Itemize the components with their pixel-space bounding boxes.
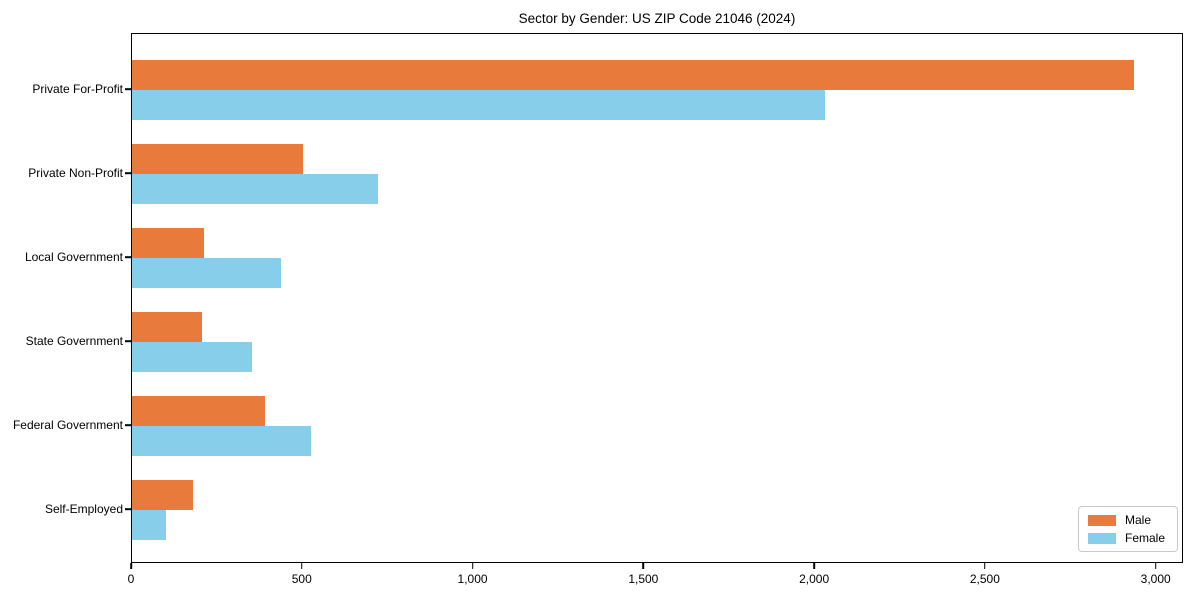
bar-female-self-employed <box>132 510 167 540</box>
xtick-mark <box>130 563 132 569</box>
bar-female-local-government <box>132 258 281 288</box>
ytick-label-state-government: State Government <box>25 334 123 348</box>
xtick-label-2-000: 2,000 <box>799 572 830 586</box>
bar-male-local-government <box>132 228 204 258</box>
bar-female-state-government <box>132 342 252 372</box>
ytick-label-local-government: Local Government <box>24 250 123 264</box>
bar-male-private-for-profit <box>132 60 1135 90</box>
xtick-label-1-000: 1,000 <box>457 572 488 586</box>
ytick-label-private-non-profit: Private Non-Profit <box>28 166 123 180</box>
ytick-label-self-employed: Self-Employed <box>44 502 123 516</box>
ytick-mark <box>125 256 131 258</box>
xtick-mark <box>642 563 645 569</box>
xtick-label-3-000: 3,000 <box>1140 572 1171 586</box>
legend: Male Female <box>1077 506 1178 552</box>
xtick-mark <box>471 563 474 569</box>
xtick-label-2-500: 2,500 <box>969 572 1000 586</box>
plot-area: Male Female <box>131 33 1183 563</box>
xtick-mark <box>984 563 986 569</box>
ytick-label-private-for-profit: Private For-Profit <box>32 82 123 96</box>
xtick-label-1-500: 1,500 <box>628 572 659 586</box>
bar-male-federal-government <box>132 396 266 426</box>
bar-female-private-for-profit <box>132 90 826 120</box>
xtick-label-500: 500 <box>291 572 312 586</box>
ytick-label-federal-government: Federal Government <box>12 418 123 432</box>
ytick-mark <box>125 508 131 510</box>
ytick-mark <box>125 424 131 426</box>
legend-label-male: Male <box>1124 513 1151 527</box>
bar-male-private-non-profit <box>132 144 303 174</box>
xtick-mark <box>813 563 815 569</box>
legend-entry-female: Female <box>1087 531 1165 545</box>
xtick-mark <box>1154 563 1157 569</box>
ytick-mark <box>125 340 131 342</box>
bar-female-private-non-profit <box>132 174 378 204</box>
bar-male-self-employed <box>132 480 194 510</box>
legend-swatch-female <box>1087 532 1116 544</box>
bar-female-federal-government <box>132 426 312 456</box>
legend-swatch-male <box>1087 514 1116 526</box>
xtick-label-0: 0 <box>127 572 135 586</box>
ytick-mark <box>125 172 131 174</box>
bars-layer <box>132 34 1182 562</box>
legend-entry-male: Male <box>1087 513 1165 527</box>
chart-title: Sector by Gender: US ZIP Code 21046 (202… <box>518 11 796 26</box>
bar-male-state-government <box>132 312 203 342</box>
xtick-mark <box>300 563 303 569</box>
ytick-mark <box>125 88 131 90</box>
legend-label-female: Female <box>1124 531 1165 545</box>
